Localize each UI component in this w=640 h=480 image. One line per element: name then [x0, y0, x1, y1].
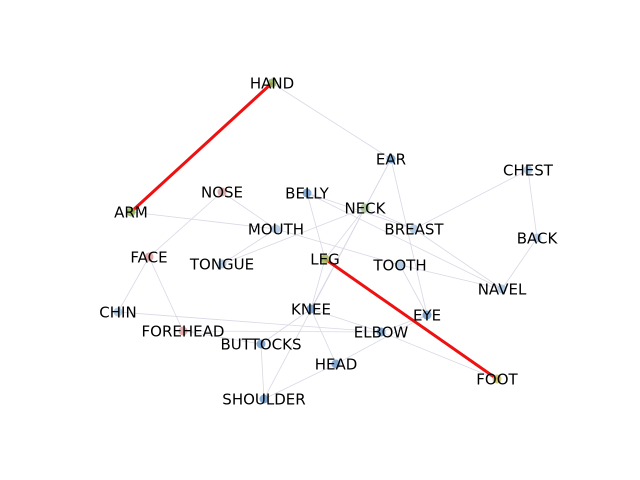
node-label-breast: BREAST [384, 221, 444, 239]
edge-elbow-eye [380, 314, 428, 333]
node-label-head: HEAD [315, 356, 358, 374]
node-nose [217, 187, 227, 197]
node-ear [386, 154, 396, 164]
node-leg [320, 254, 330, 264]
node-back [532, 233, 542, 243]
node-label-navel: NAVEL [478, 281, 527, 299]
edge-mouth-tongue [221, 228, 277, 265]
edge-ear-eye [390, 158, 428, 316]
edge-neck-shoulder [263, 207, 366, 400]
edge-forehead-buttocks [182, 330, 262, 345]
node-label-face: FACE [130, 249, 167, 267]
node-belly [302, 188, 312, 198]
edge-leg-knee [310, 258, 326, 310]
node-label-knee: KNEE [291, 301, 331, 319]
edge-tooth-eye [399, 264, 428, 316]
node-label-eye: EYE [413, 307, 441, 325]
node-navel [497, 284, 507, 294]
node-label-foot: FOOT [476, 371, 518, 389]
node-label-arm: ARM [114, 204, 148, 222]
edge-face-chin [117, 256, 150, 313]
edge-breast-navel [413, 228, 503, 290]
node-chest [523, 165, 533, 175]
node-neck [360, 203, 370, 213]
node-tongue [217, 259, 227, 269]
graph-nodes [113, 78, 542, 404]
node-buttocks [256, 339, 266, 349]
node-label-hand: HAND [250, 75, 294, 93]
node-foot [492, 374, 502, 384]
edge-head-eye [335, 314, 428, 365]
edge-knee-elbow [310, 308, 382, 333]
edge-chin-elbow [117, 311, 382, 333]
edge-chest-breast [413, 169, 529, 230]
node-breast [409, 224, 419, 234]
node-shoulder [259, 394, 269, 404]
edge-belly-leg [306, 192, 326, 260]
edge-elbow-foot [380, 331, 498, 380]
node-label-tooth: TOOTH [372, 257, 426, 275]
edge-belly-breast [306, 192, 415, 230]
edge-buttocks-shoulder [260, 343, 265, 400]
node-elbow [376, 327, 386, 337]
node-chin [113, 307, 123, 317]
edge-belly-navel [306, 192, 503, 290]
node-label-tongue: TONGUE [189, 256, 254, 274]
node-label-shoulder: SHOULDER [222, 391, 305, 409]
edge-knee-head [310, 308, 337, 365]
node-forehead [178, 326, 188, 336]
node-labels: HAND ARM NOSE BELLY EAR CHEST NECK MOUTH BREAST B… [99, 75, 558, 409]
edge-leg-foot [324, 257, 498, 381]
node-face [144, 252, 154, 262]
edge-hand-arm [129, 81, 274, 214]
edge-chest-back [527, 169, 538, 239]
edge-face-forehead [148, 256, 184, 332]
node-label-forehead: FOREHEAD [142, 323, 225, 341]
node-label-leg: LEG [310, 251, 339, 269]
edge-tooth-navel [399, 264, 503, 290]
node-arm [126, 207, 136, 217]
edge-leg-neck [324, 207, 366, 260]
node-head [331, 359, 341, 369]
node-hand [267, 78, 277, 88]
node-label-neck: NECK [344, 200, 386, 218]
node-label-buttocks: BUTTOCKS [221, 336, 302, 354]
edge-neck-breast [364, 207, 415, 230]
node-tooth [395, 260, 405, 270]
node-knee [306, 304, 316, 314]
highlighted-edges [129, 81, 498, 381]
node-label-elbow: ELBOW [354, 324, 409, 342]
node-label-nose: NOSE [201, 184, 243, 202]
node-mouth [271, 224, 281, 234]
node-label-chest: CHEST [503, 162, 554, 180]
edge-knee-buttocks [260, 308, 312, 345]
edge-back-navel [501, 237, 538, 290]
node-eye [422, 310, 432, 320]
node-label-back: BACK [517, 230, 559, 248]
edge-forehead-elbow [182, 330, 382, 333]
edge-arm-mouth [130, 211, 277, 230]
edge-head-shoulder [263, 363, 337, 400]
node-label-mouth: MOUTH [248, 221, 304, 239]
faint-edges [117, 82, 538, 400]
node-label-chin: CHIN [99, 304, 136, 322]
edge-nose-face [148, 191, 223, 258]
edge-nose-mouth [221, 191, 277, 230]
edge-hand-ear [271, 82, 392, 160]
edge-tongue-neck [221, 207, 366, 265]
node-label-belly: BELLY [285, 185, 329, 203]
node-label-ear: EAR [376, 151, 406, 169]
